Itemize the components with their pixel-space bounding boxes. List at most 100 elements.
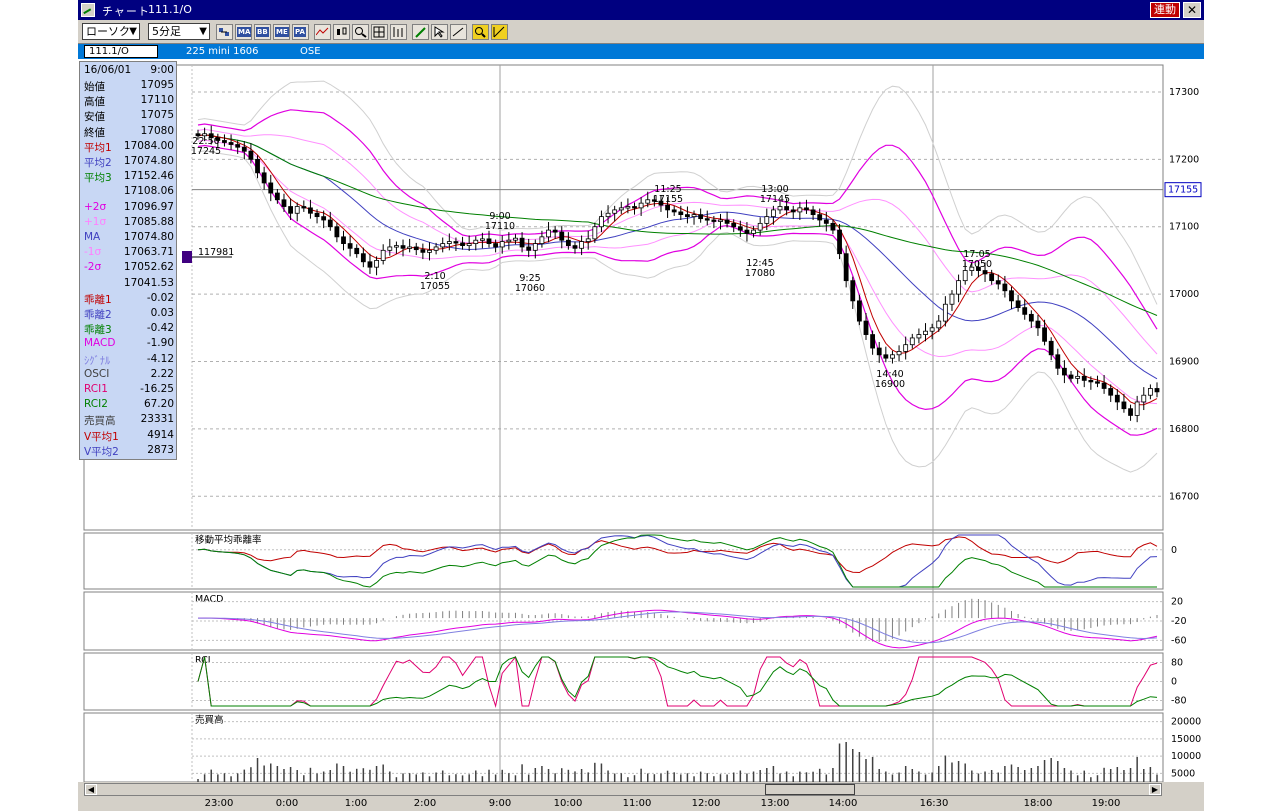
chart-area[interactable]: 17300 17200 17100 17000 16900 16800 16700 17155… (78, 59, 1204, 782)
candle-body (387, 246, 393, 251)
candle-body (698, 214, 704, 220)
contract-name: 225 mini 1606 (186, 46, 259, 57)
candle-body (559, 231, 565, 241)
candle-body (1154, 388, 1160, 393)
candle-body (731, 222, 737, 228)
zoom-icon[interactable] (352, 24, 369, 40)
search-icon[interactable] (472, 24, 489, 40)
panel-tick-label: 0 (1171, 677, 1177, 688)
candle-body (499, 241, 505, 248)
ma-button-label: MA (237, 27, 252, 37)
chart-svg[interactable]: 17300 17200 17100 17000 16900 16800 16700 17155… (78, 59, 1204, 782)
candle-body (856, 300, 862, 322)
candle-body (790, 209, 796, 213)
candle-body (433, 246, 439, 251)
x-axis-label: 0:00 (275, 798, 299, 809)
candle-body (618, 207, 624, 211)
symbol-input[interactable]: 111.1/O (84, 45, 158, 58)
link-button[interactable]: 連動 (1150, 2, 1180, 18)
pencil-icon[interactable] (412, 24, 429, 40)
pointer-icon[interactable] (431, 24, 448, 40)
price-tick-label: 17200 (1169, 154, 1199, 165)
candle-body (380, 249, 386, 261)
x-axis-label: 10:00 (553, 798, 583, 809)
data-label: MACD (84, 337, 116, 350)
data-value: 17052.62 (123, 261, 174, 274)
candle-body (1028, 313, 1034, 322)
candle-body (658, 200, 664, 206)
candle-body (407, 246, 413, 249)
candle-body (1075, 375, 1081, 379)
data-date: 16/06/01 (84, 64, 132, 76)
chart-type-dropdown[interactable]: ローソク ▼ (82, 23, 140, 40)
data-value: 23331 (140, 413, 174, 426)
panel-title: RCI (195, 655, 211, 666)
price-tick-label: 16900 (1169, 357, 1199, 368)
x-axis-label: 9:00 (488, 798, 512, 809)
annotation-time: 14:40 (876, 369, 903, 380)
candle-body (546, 229, 551, 238)
scroll-right-icon[interactable]: ▶ (1149, 784, 1161, 795)
candle-body (962, 270, 968, 282)
data-row: MA 17074.80 (84, 231, 174, 246)
current-price-label: 17155 (1168, 185, 1198, 196)
grid-icon[interactable] (371, 24, 388, 40)
annotation-time: 11:25 (654, 184, 681, 195)
line-chart-icon[interactable] (314, 24, 331, 40)
data-value: 17080 (140, 124, 174, 137)
candle-body (956, 280, 961, 295)
annotation-price: 17155 (653, 194, 683, 205)
candle-body (255, 158, 260, 174)
interval-dropdown[interactable]: 5分足 ▼ (148, 23, 210, 40)
candle-body (1042, 327, 1047, 342)
candle-body (321, 216, 327, 221)
panel-title: MACD (195, 594, 223, 605)
pa-button[interactable]: PA (292, 24, 309, 40)
scroll-thumb[interactable] (765, 784, 855, 795)
candle-body (235, 144, 241, 148)
deviation3-line (197, 534, 1157, 588)
candle-body (890, 354, 895, 359)
x-axis-label: 2:00 (413, 798, 437, 809)
candle-body (1055, 354, 1061, 369)
data-value: 17110 (140, 94, 174, 107)
candle-chart-icon[interactable] (333, 24, 350, 40)
panel-tick-label: -20 (1171, 616, 1187, 627)
data-row: 平均3 17152.46 (84, 170, 174, 185)
fibonacci-icon[interactable] (491, 24, 508, 40)
annotation-time: 2:10 (424, 271, 445, 282)
data-label: RCI2 (84, 398, 108, 411)
candle-body (817, 214, 823, 221)
chart-type-value: ローソク (86, 25, 130, 38)
candle-body (585, 238, 591, 242)
candle-body (1035, 320, 1041, 329)
candle-body (771, 209, 776, 218)
candle-body (374, 260, 379, 268)
indicator-settings-icon[interactable] (216, 24, 233, 40)
data-row: 高値 17110 (84, 94, 174, 109)
annotation-price: 17055 (420, 281, 450, 292)
candle-body (493, 243, 499, 248)
ma-line (197, 134, 1158, 380)
candle-body (870, 334, 876, 349)
horizontal-scrollbar[interactable]: ◀ ▶ (84, 783, 1162, 796)
bars-icon[interactable] (390, 24, 407, 40)
data-row: 平均2 17074.80 (84, 155, 174, 170)
data-row: +2σ 17096.97 (84, 201, 174, 216)
trendline-icon[interactable] (450, 24, 467, 40)
candle-body (718, 219, 723, 222)
close-icon[interactable]: ✕ (1183, 2, 1201, 18)
ma-button[interactable]: MA (235, 24, 252, 40)
data-value: 17108.06 (123, 185, 174, 198)
candle-body (486, 238, 492, 244)
data-date-row: 16/06/01 9:00 (84, 64, 174, 79)
bb-button[interactable]: BB (254, 24, 271, 40)
candle-body (479, 238, 485, 241)
candle-body (1134, 401, 1140, 416)
candle-body (876, 347, 882, 356)
panel-title: 移動平均乖離率 (195, 534, 262, 546)
me-button[interactable]: ME (273, 24, 290, 40)
candle-body (202, 133, 208, 137)
candle-body (1088, 379, 1094, 383)
scroll-left-icon[interactable]: ◀ (85, 784, 97, 795)
